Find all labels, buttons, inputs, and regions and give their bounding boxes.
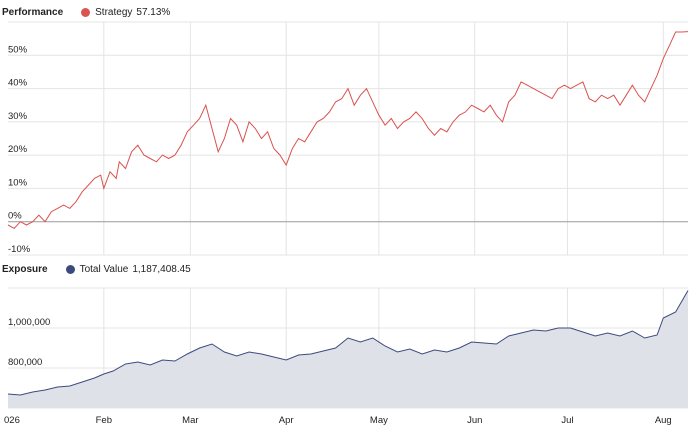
strategy-series-line [7, 31, 689, 230]
strategy-legend-name: Strategy [95, 6, 133, 18]
performance-title: Performance [2, 6, 64, 18]
x-tick-label: Aug [655, 415, 672, 426]
y-tick-label: 10% [8, 177, 28, 188]
total-value-legend-value: 1,187,408.45 [132, 263, 191, 275]
x-tick-label: Jul [561, 415, 573, 426]
x-tick-label: Jun [467, 415, 482, 426]
series-area-fill [8, 290, 688, 408]
exposure-legend: Exposure Total Value 1,187,408.45 [2, 261, 191, 277]
exposure-title: Exposure [2, 263, 48, 275]
performance-chart[interactable]: -10% 0% 10% 20% 30% 40% 50% [0, 0, 690, 260]
exposure-chart[interactable]: 600,000800,0001,000,000026FebMarAprMayJu… [0, 280, 690, 434]
x-tick-label: Apr [279, 415, 294, 426]
x-tick-label: May [370, 415, 388, 426]
strategy-legend-item[interactable]: Strategy 57.13% [81, 7, 170, 18]
total-value-legend-dot [65, 264, 75, 274]
x-tick-label: Mar [182, 415, 198, 426]
y-tick-label: 0% [8, 211, 22, 222]
y-tick-label: 20% [8, 144, 28, 155]
strategy-legend-dot [81, 7, 91, 17]
y-tick-label: 50% [8, 44, 28, 55]
strategy-legend-value: 57.13% [136, 6, 171, 18]
x-tick-label: Feb [96, 415, 112, 426]
y-tick-label: 1,000,000 [8, 317, 50, 328]
y-tick-label: 800,000 [8, 357, 42, 368]
y-tick-label: -10% [8, 244, 31, 255]
total-value-legend-name: Total Value [79, 263, 129, 275]
total-value-legend-item[interactable]: Total Value 1,187,408.45 [65, 263, 191, 275]
y-tick-label: 30% [8, 111, 28, 122]
y-tick-label: 40% [8, 78, 28, 89]
total-value-series-line [7, 290, 689, 396]
performance-legend: Performance Strategy 57.13% [2, 4, 170, 20]
x-tick-label: 026 [4, 415, 20, 426]
